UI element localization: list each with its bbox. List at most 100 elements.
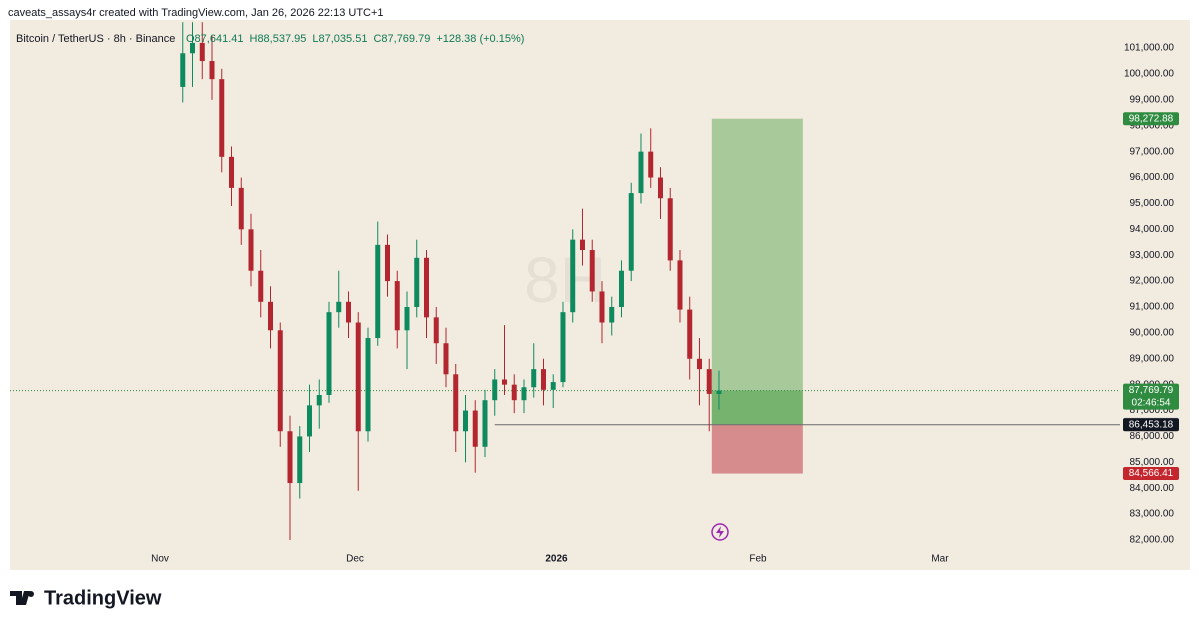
- candle-body: [667, 198, 673, 261]
- candle-body: [433, 317, 439, 344]
- candle-body: [336, 301, 342, 313]
- y-tick-label: 97,000.00: [1130, 146, 1175, 157]
- candle-body: [394, 281, 400, 331]
- y-tick-label: 100,000.00: [1124, 69, 1174, 80]
- candle-body: [618, 270, 624, 307]
- candle-body: [190, 42, 196, 54]
- candle-body: [482, 400, 488, 447]
- candle-body: [316, 395, 322, 406]
- candle-body: [511, 384, 517, 401]
- price-label-box: [1123, 467, 1179, 481]
- candle-body: [277, 330, 283, 432]
- candle-body: [209, 61, 215, 80]
- x-tick-label: Mar: [931, 554, 949, 565]
- candle-body: [540, 369, 546, 390]
- ohlc-value: +128.38 (+0.15%): [436, 33, 524, 45]
- price-label-box: [1123, 383, 1179, 410]
- candle-body: [716, 390, 722, 394]
- price-countdown: 02:46:54: [1132, 397, 1171, 408]
- price-label-box: [1123, 112, 1179, 126]
- candle-body: [462, 410, 468, 432]
- candle-body: [307, 405, 313, 437]
- candle-body: [570, 239, 576, 313]
- y-tick-label: 87,000.00: [1130, 405, 1175, 416]
- caption: caveats_assays4r created with TradingVie…: [8, 7, 384, 19]
- y-tick-label: 93,000.00: [1130, 250, 1175, 261]
- candle-body: [414, 257, 420, 307]
- candle-body: [501, 379, 507, 385]
- candle-body: [706, 369, 712, 394]
- candle-body: [404, 306, 410, 331]
- open-profit-zone: [711, 390, 803, 425]
- ohlc-value: C87,769.79: [373, 33, 430, 45]
- y-tick-label: 90,000.00: [1130, 328, 1175, 339]
- y-tick-label: 85,000.00: [1130, 457, 1175, 468]
- y-tick-label: 91,000.00: [1130, 302, 1175, 313]
- x-tick-label: Nov: [151, 554, 169, 565]
- brand: TradingView: [44, 587, 162, 609]
- y-tick-label: 96,000.00: [1130, 172, 1175, 183]
- stop-zone: [711, 424, 803, 474]
- target-zone: [711, 118, 803, 425]
- candle-body: [287, 431, 293, 484]
- candle-body: [589, 250, 595, 292]
- candle-body: [219, 79, 225, 157]
- price-label: 98,272.88: [1129, 113, 1174, 124]
- candle-body: [531, 369, 537, 388]
- candle-body: [180, 53, 186, 87]
- candle-body: [326, 312, 332, 396]
- y-tick-label: 101,000.00: [1124, 43, 1174, 54]
- x-tick-label: Feb: [749, 554, 767, 565]
- candle-body: [648, 151, 654, 178]
- candle-body: [472, 410, 478, 447]
- candle-body: [560, 312, 566, 383]
- price-label-box: [1123, 418, 1179, 432]
- y-tick-label: 98,000.00: [1130, 120, 1175, 131]
- price-label: 86,453.18: [1129, 419, 1174, 430]
- y-tick-label: 83,000.00: [1130, 509, 1175, 520]
- y-tick-label: 89,000.00: [1130, 353, 1175, 364]
- y-tick-label: 82,000.00: [1130, 535, 1175, 546]
- candle-body: [579, 239, 585, 251]
- candle-body: [599, 291, 605, 323]
- candle-body: [609, 306, 615, 323]
- y-tick-label: 84,000.00: [1130, 483, 1175, 494]
- candle-body: [550, 382, 556, 390]
- candle-body: [297, 436, 303, 484]
- ohlc-value: O87,641.41: [186, 33, 244, 45]
- candle-body: [443, 343, 449, 375]
- candle-body: [492, 379, 498, 401]
- candle-body: [258, 270, 264, 302]
- candle-body: [384, 244, 390, 282]
- candle-body: [521, 387, 527, 401]
- candle-body: [199, 42, 205, 62]
- candle-body: [677, 260, 683, 310]
- candle-body: [268, 301, 274, 331]
- x-tick-label: Dec: [346, 554, 364, 565]
- x-tick-label: 2026: [545, 554, 568, 565]
- candle-body: [628, 193, 634, 271]
- y-tick-label: 92,000.00: [1130, 276, 1175, 287]
- candle-body: [638, 151, 644, 194]
- candle-body: [355, 322, 361, 432]
- candle-body: [238, 187, 244, 230]
- chart-title: Bitcoin / TetherUS · 8h · Binance: [16, 33, 175, 45]
- price-label: 87,769.79: [1129, 385, 1174, 396]
- y-tick-label: 99,000.00: [1130, 95, 1175, 106]
- ohlc-value: H88,537.95: [250, 33, 307, 45]
- candle-body: [365, 338, 371, 432]
- price-label: 84,566.41: [1129, 468, 1174, 479]
- candle-body: [248, 229, 254, 271]
- candle-body: [345, 301, 351, 323]
- candle-body: [375, 244, 381, 339]
- event-icon: [711, 523, 729, 541]
- candle-body: [453, 374, 459, 432]
- y-tick-label: 86,000.00: [1130, 431, 1175, 442]
- candle-body: [687, 309, 693, 359]
- candle-body: [657, 177, 663, 199]
- brand-logo: [10, 591, 34, 605]
- candle-body: [423, 257, 429, 318]
- candle-body: [696, 358, 702, 370]
